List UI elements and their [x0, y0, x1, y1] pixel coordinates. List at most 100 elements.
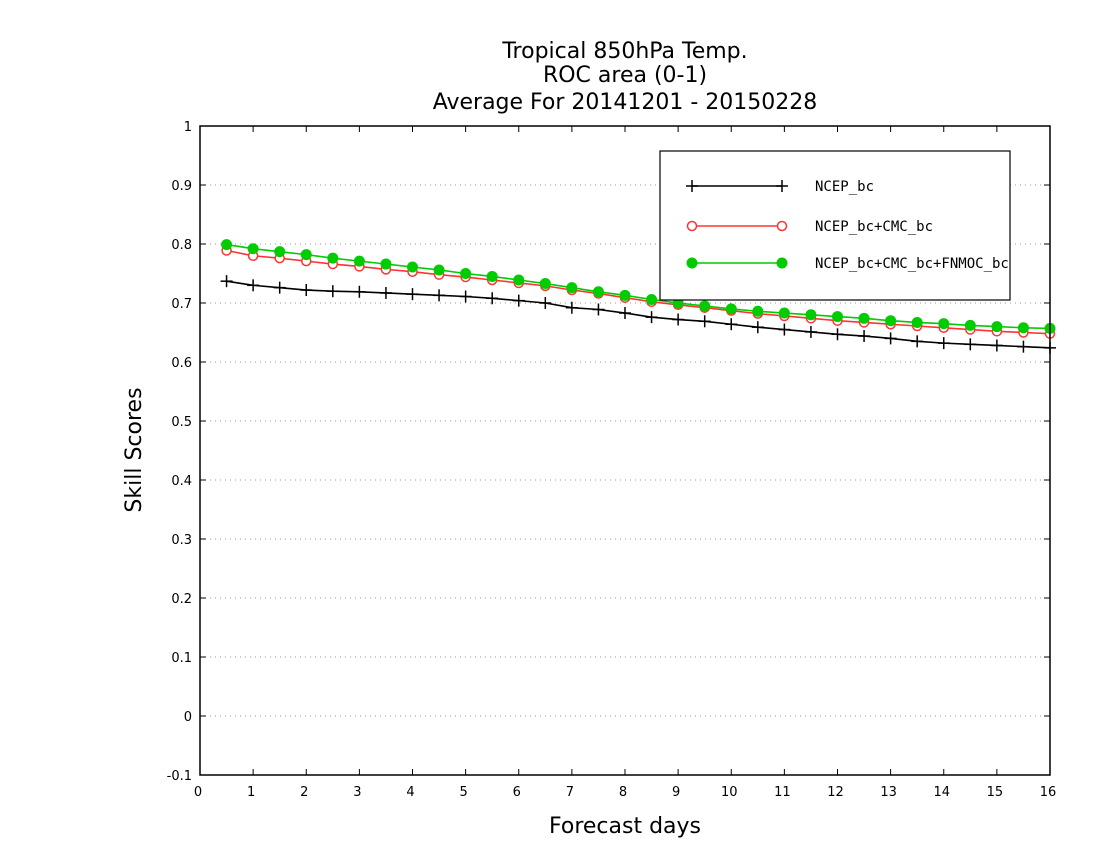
data-point-series-1 [459, 290, 472, 303]
legend-marker [776, 220, 788, 232]
x-tick-label: 0 [194, 785, 202, 800]
legend-label: NCEP_bc [815, 179, 874, 195]
data-point-series-3 [938, 318, 950, 330]
data-point-series-3 [778, 307, 790, 319]
x-tick-label: 9 [672, 785, 680, 800]
y-tick-label: 0.4 [171, 474, 192, 489]
x-tick-label: 16 [1040, 785, 1057, 800]
legend-marker [776, 180, 788, 192]
chart-title-line-1: Tropical 850hPa Temp. [501, 39, 747, 64]
data-point-series-3 [832, 311, 843, 323]
x-tick-label: 10 [721, 785, 738, 800]
data-point-series-3 [964, 319, 976, 331]
x-tick-label: 11 [774, 785, 791, 800]
chart-title-line-2: ROC area (0-1) [543, 63, 707, 88]
legend-label: NCEP_bc+CMC_bc [815, 219, 933, 235]
y-tick-label: 0.7 [171, 297, 192, 312]
data-point-series-1 [751, 321, 764, 334]
data-point-series-1 [911, 335, 924, 348]
y-tick-label: 0.3 [171, 533, 192, 548]
x-tick-label: 1 [247, 785, 255, 800]
data-point-series-1 [619, 307, 631, 320]
data-point-series-1 [778, 323, 791, 336]
x-axis-label: Forecast days [549, 814, 701, 839]
data-point-series-1 [645, 311, 658, 324]
x-tick-label: 7 [566, 785, 574, 800]
y-tick-label: 0.5 [171, 415, 192, 430]
data-point-series-3 [858, 312, 870, 324]
legend-label: NCEP_bc+CMC_bc+FNMOC_bc [815, 256, 1009, 272]
data-point-series-1 [725, 318, 738, 331]
y-tick-label: 0.6 [171, 356, 192, 371]
legend-marker [776, 257, 788, 269]
data-point-series-1 [698, 315, 711, 328]
data-point-series-3 [619, 289, 631, 301]
x-tick-label: 15 [987, 785, 1004, 800]
data-point-series-3 [646, 293, 658, 305]
data-point-series-3 [725, 303, 737, 315]
data-point-series-1 [273, 281, 286, 294]
y-tick-label: 0.9 [171, 179, 192, 194]
data-point-series-1 [858, 330, 871, 343]
x-tick-label: 12 [827, 785, 844, 800]
x-tick-label: 8 [619, 785, 627, 800]
y-tick-label: 0.8 [171, 238, 192, 253]
data-point-series-3 [991, 321, 1003, 333]
data-point-series-1 [512, 294, 525, 307]
data-point-series-3 [911, 316, 923, 328]
data-point-series-3 [460, 268, 472, 279]
chart-title: Tropical 850hPa Temp. ROC area (0-1) Ave… [433, 39, 818, 115]
data-point-series-3 [539, 278, 551, 290]
data-point-series-1 [592, 303, 605, 316]
data-point-series-3 [566, 282, 578, 294]
data-point-series-3 [486, 270, 498, 282]
data-point-series-3 [407, 261, 418, 273]
grid [200, 184, 1050, 717]
data-point-series-1 [379, 286, 392, 299]
legend-marker [686, 180, 698, 192]
data-point-series-1 [672, 313, 685, 326]
y-axis-ticks: -0.1 0 0.1 0.2 0.3 0.4 0.5 0.6 0.7 0.8 0.9 1 [167, 120, 1050, 784]
data-point-series-1 [247, 279, 260, 292]
data-point-series-1 [539, 297, 552, 309]
data-point-series-1 [220, 275, 233, 288]
data-point-series-1 [964, 338, 977, 351]
data-point-series-1 [831, 328, 844, 341]
y-tick-label: -0.1 [167, 769, 192, 784]
data-point-series-3 [327, 252, 339, 264]
x-tick-label: 4 [406, 785, 414, 800]
data-point-series-3 [699, 300, 711, 312]
data-point-series-3 [380, 258, 392, 270]
data-point-series-1 [406, 288, 419, 301]
x-tick-label: 3 [353, 785, 361, 800]
data-point-series-1 [565, 301, 578, 314]
data-point-series-3 [274, 246, 286, 258]
y-tick-label: 0.1 [171, 651, 192, 666]
x-tick-label: 14 [933, 785, 950, 800]
y-tick-label: 0 [184, 710, 192, 725]
data-point-series-1 [804, 325, 817, 338]
data-point-series-1 [486, 292, 499, 305]
y-tick-label: 1 [184, 120, 192, 135]
x-tick-label: 13 [880, 785, 897, 800]
data-point-series-3 [300, 249, 312, 261]
x-tick-label: 5 [459, 785, 467, 800]
data-point-series-3 [221, 239, 233, 251]
data-point-series-3 [885, 315, 897, 327]
legend: NCEP_bc NCEP_bc+CMC_bc NCEP_bc+CMC_bc+FNMO… [659, 150, 1011, 301]
data-point-series-1 [884, 332, 897, 345]
data-point-series-3 [513, 274, 525, 286]
data-point-series-3 [433, 264, 445, 276]
data-point-series-3 [353, 255, 365, 267]
x-tick-label: 6 [513, 785, 521, 800]
data-point-series-1 [326, 285, 339, 298]
data-point-series-3 [1017, 322, 1029, 334]
data-point-series-1 [1017, 340, 1030, 353]
data-point-series-3 [247, 243, 259, 255]
x-axis-ticks: 0 1 2 3 4 5 6 7 8 9 10 11 12 13 14 15 16 [194, 126, 1056, 800]
data-point-series-1 [433, 289, 446, 302]
chart-title-line-3: Average For 20141201 - 20150228 [433, 90, 818, 115]
data-point-series-1 [353, 285, 366, 298]
y-axis-label: Skill Scores [122, 387, 147, 512]
